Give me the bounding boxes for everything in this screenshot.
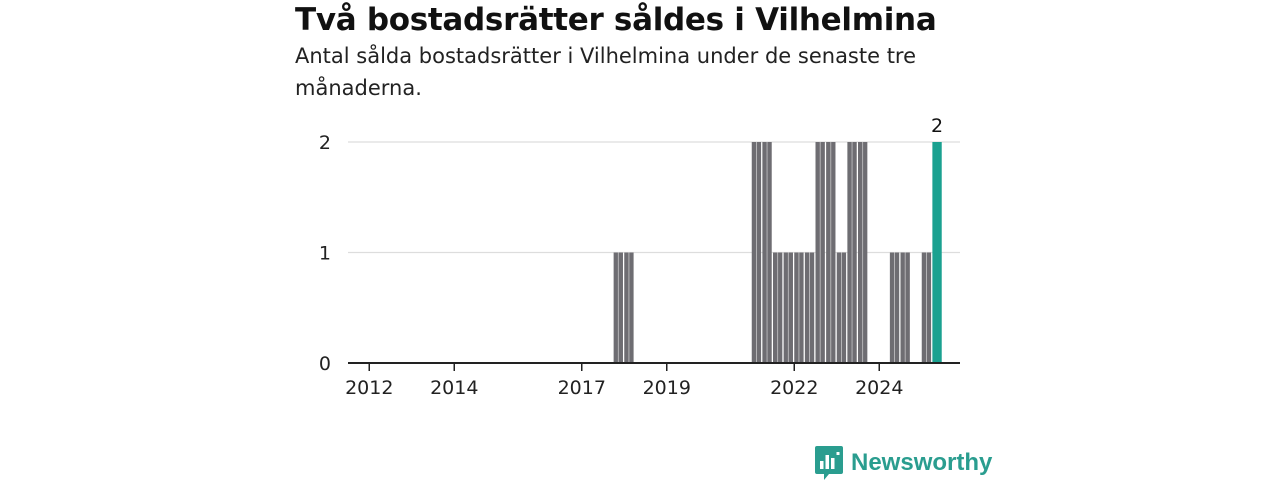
- x-tick-label: 2012: [345, 377, 393, 399]
- highlight-bar: [932, 142, 942, 363]
- y-tick-label: 0: [319, 353, 331, 375]
- highlight-data-label: 2: [931, 115, 943, 137]
- y-tick-label: 2: [319, 132, 331, 154]
- x-tick-label: 2014: [430, 377, 478, 399]
- brand-name: Newsworthy: [851, 449, 993, 476]
- chart-subtitle: Antal sålda bostadsrätter i Vilhelmina u…: [295, 44, 917, 100]
- x-tick-label: 2024: [855, 377, 903, 399]
- y-tick-label: 1: [319, 243, 331, 265]
- newsworthy-brand[interactable]: Newsworthy: [815, 446, 992, 480]
- x-tick-label: 2017: [558, 377, 606, 399]
- newsworthy-logo-icon: [815, 446, 843, 480]
- x-tick-label: 2019: [643, 377, 691, 399]
- chart-title: Två bostadsrätter såldes i Vilhelmina: [295, 2, 937, 38]
- x-tick-label: 2022: [770, 377, 818, 399]
